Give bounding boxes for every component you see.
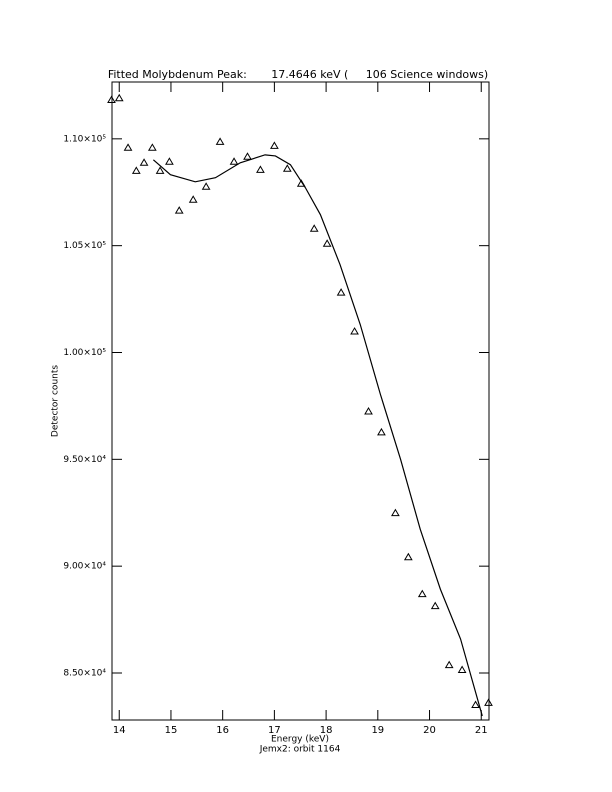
- data-point: [174, 206, 184, 214]
- x-tick-label: 15: [165, 725, 178, 736]
- x-tick-label: 17: [268, 725, 281, 736]
- x-tick-label: 20: [423, 725, 436, 736]
- x-tick-label: 18: [320, 725, 333, 736]
- data-point: [403, 552, 413, 561]
- data-point: [270, 141, 279, 149]
- y-tick-label: 9.00×10⁴: [63, 562, 106, 572]
- y-axis-label: Detector counts: [51, 365, 61, 437]
- x-tick-label: 19: [371, 725, 384, 736]
- subtitle: Jemx2: orbit 1164: [259, 745, 341, 755]
- data-point: [256, 165, 265, 173]
- data-point: [444, 660, 454, 669]
- y-tick-label: 1.05×10⁵: [63, 241, 106, 251]
- data-point: [322, 239, 332, 247]
- data-point: [282, 164, 292, 172]
- plot-frame: [111, 81, 490, 721]
- data-point: [457, 665, 467, 674]
- data-point: [155, 166, 165, 174]
- y-tick-label: 9.50×10⁴: [63, 455, 106, 465]
- data-point: [364, 406, 373, 415]
- y-tick-label: 1.10×10⁵: [63, 134, 106, 144]
- x-tick-label: 21: [475, 725, 488, 736]
- data-point: [114, 93, 124, 102]
- chart-title: Fitted Molybdenum Peak: 17.4646 keV ( 10…: [108, 68, 488, 81]
- data-point: [391, 508, 400, 517]
- data-point: [188, 195, 198, 203]
- x-tick-label: 16: [216, 725, 229, 736]
- data-point: [417, 589, 427, 598]
- data-point: [377, 427, 386, 436]
- data-point: [131, 166, 141, 174]
- x-tick-label: 14: [113, 725, 126, 736]
- data-point: [309, 224, 319, 232]
- data-point: [229, 157, 239, 165]
- data-point: [336, 288, 346, 296]
- data-point: [430, 601, 440, 610]
- x-axis-label: Energy (keV): [271, 735, 329, 745]
- data-point: [243, 152, 252, 160]
- y-tick-label: 1.00×10⁵: [63, 348, 106, 358]
- data-point: [123, 143, 133, 151]
- data-point: [147, 143, 157, 151]
- data-point: [107, 95, 116, 103]
- data-point: [484, 698, 493, 706]
- y-tick-label: 8.50×10⁴: [63, 668, 106, 678]
- data-point: [471, 700, 480, 709]
- data-point: [165, 157, 174, 165]
- fit-line: [152, 154, 483, 717]
- data-point: [201, 182, 211, 190]
- data-point: [139, 158, 149, 166]
- data-point: [215, 137, 225, 145]
- data-point: [350, 327, 359, 335]
